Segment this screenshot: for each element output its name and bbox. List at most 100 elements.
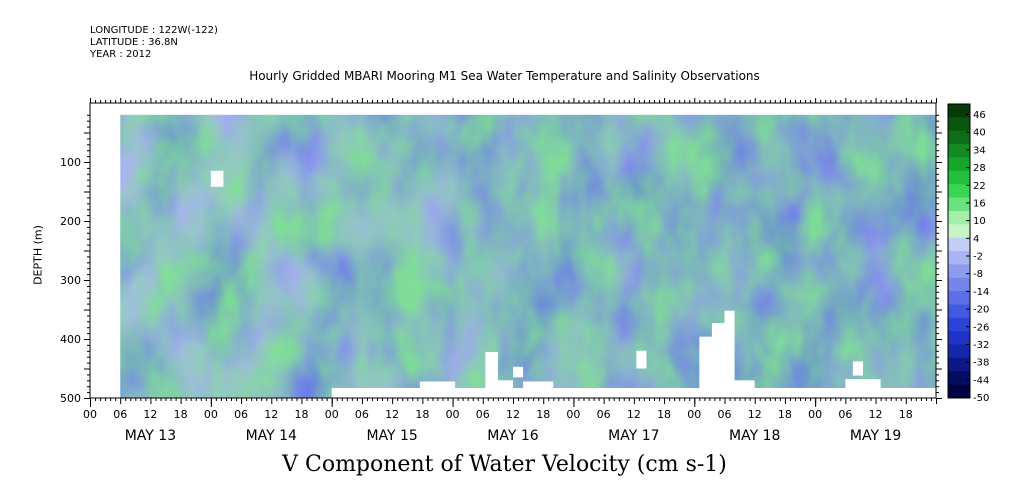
hour-tick-label: 00	[204, 408, 218, 421]
colorbar-swatch	[948, 170, 970, 185]
colorbar-swatch	[948, 331, 970, 346]
hour-tick-label: 06	[355, 408, 369, 421]
missing-data-block	[852, 361, 863, 376]
colorbar-swatch	[948, 344, 970, 359]
day-label: MAY 19	[850, 428, 901, 444]
depth-tick-label: 300	[60, 274, 81, 287]
hour-tick-label: 12	[506, 408, 520, 421]
colorbar-label: -44	[973, 375, 989, 386]
colorbar-label: 22	[973, 181, 986, 192]
hour-tick-label: 18	[415, 408, 429, 421]
missing-data-block	[419, 381, 456, 398]
hour-tick-label: 12	[143, 408, 157, 421]
hour-tick-label: 06	[234, 408, 248, 421]
hour-tick-label: 00	[808, 408, 822, 421]
colorbar-swatch	[948, 304, 970, 319]
colorbar-label: -50	[973, 393, 989, 404]
missing-data-block	[485, 351, 498, 398]
hour-tick-label: 00	[566, 408, 580, 421]
day-label: MAY 15	[366, 428, 417, 444]
missing-data-block	[711, 323, 725, 398]
hour-tick-label: 18	[536, 408, 550, 421]
hour-tick-label: 00	[687, 408, 701, 421]
hour-tick-label: 18	[295, 408, 309, 421]
hour-tick-label: 00	[325, 408, 339, 421]
missing-data-block	[331, 387, 936, 398]
colorbar-swatch	[948, 371, 970, 386]
hour-tick-label: 06	[113, 408, 127, 421]
hour-tick-label: 12	[264, 408, 278, 421]
missing-data-block	[636, 350, 647, 369]
hour-tick-label: 06	[718, 408, 732, 421]
missing-data-block	[734, 380, 755, 398]
missing-data-block	[845, 379, 881, 398]
depth-tick-label: 100	[60, 156, 81, 169]
colorbar-swatch	[948, 104, 970, 118]
colorbar-swatch	[948, 130, 970, 145]
day-label: MAY 17	[608, 428, 659, 444]
missing-data-block	[513, 366, 524, 378]
x-axis-label: V Component of Water Velocity (cm s-1)	[282, 452, 727, 477]
velocity-field	[120, 103, 936, 398]
colorbar-label: 16	[973, 198, 986, 209]
colorbar-label: -38	[973, 358, 989, 369]
colorbar-frame	[947, 103, 971, 399]
colorbar-label: -20	[973, 305, 989, 316]
colorbar: 46 40 34 28 22 16 10 4 -2 -8 -14 -20 -26 -32 -38 -44 -50	[947, 103, 989, 404]
hour-tick-label: 12	[385, 408, 399, 421]
day-label: MAY 18	[729, 428, 780, 444]
colorbar-swatch	[948, 184, 970, 199]
axes: 00 06 12 18 00 06 12 18 00 06 12 18 00 06 12 18 00 06 12 18…	[60, 98, 942, 444]
colorbar-swatch	[948, 291, 970, 305]
depth-tick-label: 400	[60, 333, 81, 346]
missing-data-block	[497, 380, 513, 398]
missing-data-block	[210, 170, 224, 187]
hour-tick-label: 18	[657, 408, 671, 421]
colorbar-label: -26	[973, 322, 989, 333]
colorbar-swatch	[948, 117, 970, 132]
missing-data-regions	[90, 103, 936, 398]
field-green-patches	[120, 103, 936, 398]
colorbar-swatch	[948, 251, 970, 265]
colorbar-swatch	[948, 357, 970, 372]
depth-tick-label: 200	[60, 215, 81, 228]
missing-data-block	[699, 336, 715, 398]
colorbar-label: -14	[973, 287, 989, 298]
colorbar-swatch	[948, 277, 970, 292]
chart-title: Hourly Gridded MBARI Mooring M1 Sea Wate…	[249, 69, 760, 83]
missing-data-block	[90, 103, 121, 398]
colorbar-label: 34	[973, 145, 986, 156]
colorbar-label: 46	[973, 110, 986, 121]
colorbar-label: 10	[973, 216, 986, 227]
missing-data-block	[724, 310, 735, 398]
hour-tick-label: 12	[869, 408, 883, 421]
day-label: MAY 14	[246, 428, 297, 444]
colorbar-swatch	[948, 157, 970, 172]
hour-tick-label: 12	[748, 408, 762, 421]
hour-tick-label: 00	[83, 408, 97, 421]
missing-data-block	[90, 103, 936, 115]
colorbar-swatch	[948, 237, 970, 252]
colorbar-swatch	[948, 144, 970, 158]
hour-tick-label: 18	[899, 408, 913, 421]
colorbar-swatch	[948, 210, 970, 225]
day-label: MAY 16	[487, 428, 538, 444]
latitude-label: LATITUDE : 36.8N	[90, 37, 178, 48]
colorbar-label: 40	[973, 128, 986, 139]
longitude-label: LONGITUDE : 122W(-122)	[90, 25, 218, 36]
colorbar-label: 28	[973, 163, 986, 174]
hour-tick-label: 06	[597, 408, 611, 421]
colorbar-label: -32	[973, 340, 989, 351]
colorbar-swatch	[948, 264, 970, 279]
missing-data-block	[523, 381, 554, 398]
depth-tick-label: 500	[60, 392, 81, 405]
hour-tick-label: 00	[446, 408, 460, 421]
colorbar-label: -2	[973, 252, 983, 263]
hour-tick-label: 18	[778, 408, 792, 421]
year-label: YEAR : 2012	[90, 49, 152, 60]
day-label: MAY 13	[125, 428, 176, 444]
hour-tick-label: 12	[627, 408, 641, 421]
colorbar-label: -8	[973, 269, 983, 280]
hour-tick-label: 06	[838, 408, 852, 421]
